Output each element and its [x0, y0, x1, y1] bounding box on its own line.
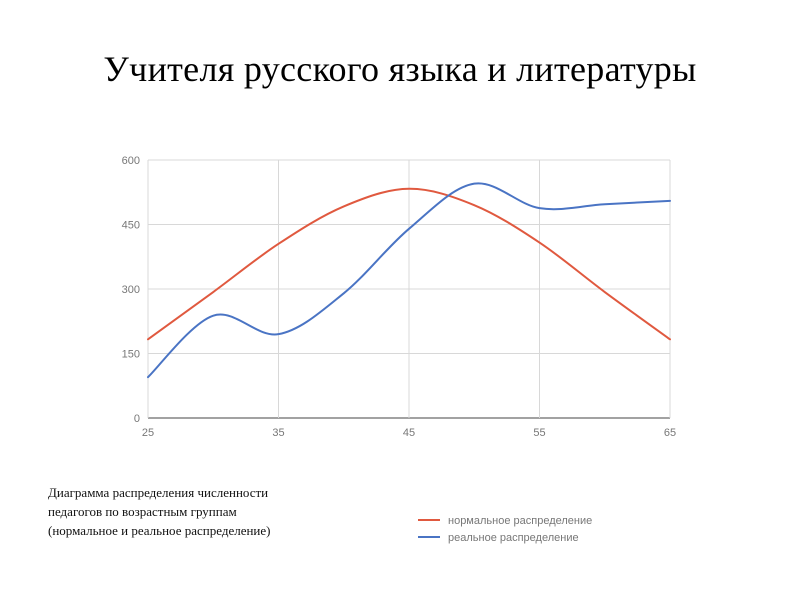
slide-title: Учителя русского языка и литературы — [103, 49, 697, 89]
grid-layer — [147, 159, 671, 419]
x-tick-label: 45 — [403, 427, 415, 439]
y-tick-label: 0 — [134, 413, 140, 425]
tick-labels: 0 150 300 450 600 25 35 45 55 65 — [122, 155, 676, 439]
legend-label: нормальное распределение — [448, 515, 592, 527]
y-tick-label: 150 — [122, 349, 140, 361]
caption-line-1: Диаграмма распределения численности — [48, 485, 269, 500]
series-layer — [147, 182, 671, 379]
x-tick-label: 25 — [142, 427, 154, 439]
legend: нормальное распределение реальное распред… — [418, 515, 592, 544]
y-tick-label: 300 — [122, 284, 140, 296]
caption-line-2: педагогов по возрастным группам — [48, 504, 237, 519]
chart-caption: Диаграмма распределения численности педа… — [48, 483, 348, 540]
series-line-2 — [147, 182, 671, 379]
series-line-1 — [147, 187, 671, 341]
caption-line-3: (нормальное и реальное распределение) — [48, 523, 271, 538]
legend-label: реальное распределение — [448, 532, 579, 544]
y-tick-label: 450 — [122, 220, 140, 232]
x-tick-label: 55 — [533, 427, 545, 439]
x-tick-label: 35 — [272, 427, 284, 439]
y-tick-label: 600 — [122, 155, 140, 167]
x-tick-label: 65 — [664, 427, 676, 439]
